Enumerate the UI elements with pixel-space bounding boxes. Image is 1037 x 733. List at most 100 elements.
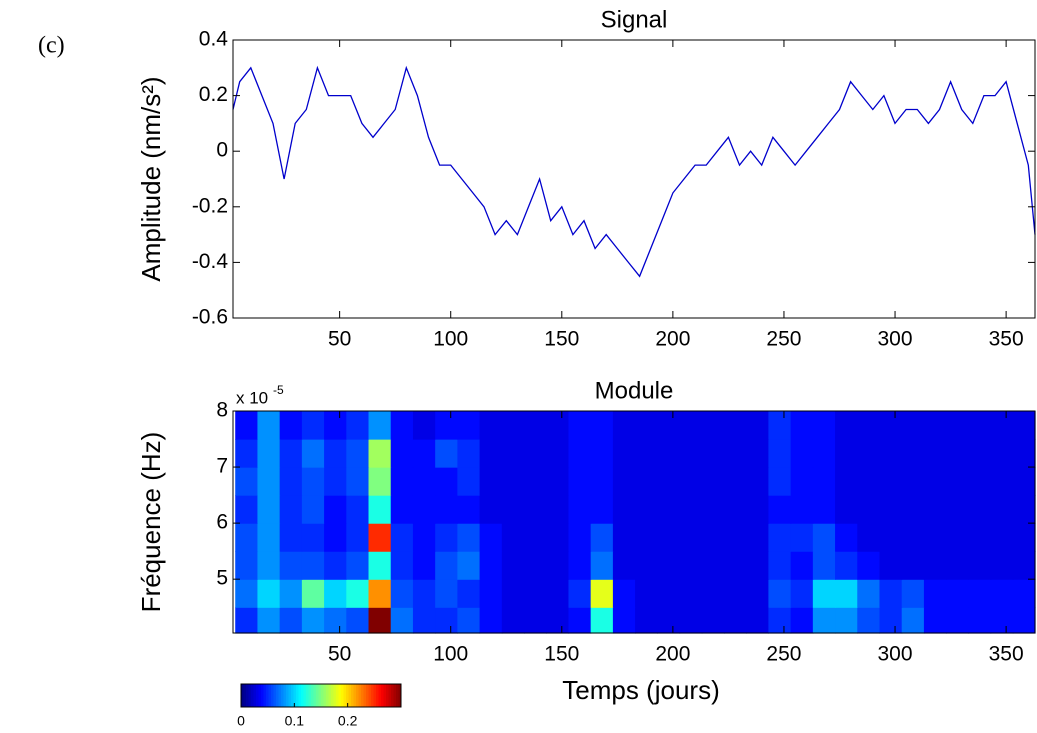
y-axis-label: Amplitude (nm/s²) <box>136 76 166 281</box>
heatmap-cell <box>879 411 903 440</box>
heatmap-cell <box>679 439 703 468</box>
colorbar-swatch <box>251 684 254 707</box>
heatmap-cell <box>479 467 503 496</box>
heatmap-cell <box>257 439 281 468</box>
heatmap-cell <box>324 579 347 608</box>
colorbar-swatch <box>373 684 377 707</box>
heatmap-cell <box>457 551 481 580</box>
heatmap-cell <box>990 607 1014 634</box>
heatmap-cell <box>235 467 259 496</box>
heatmap-cell <box>324 439 347 468</box>
colorbar-swatch <box>328 684 332 707</box>
heatmap-cell <box>301 467 325 496</box>
heatmap-cell <box>857 495 881 524</box>
heatmap-cell <box>279 579 303 608</box>
heatmap-cell <box>746 467 770 496</box>
x-tick-label: 300 <box>878 328 913 351</box>
colorbar-swatch <box>253 684 257 707</box>
heatmap-cell <box>768 551 792 580</box>
heatmap-cell <box>879 467 903 496</box>
heatmap-cell <box>301 579 325 608</box>
heatmap-cell <box>857 579 881 608</box>
heatmap-cell <box>923 579 947 608</box>
heatmap-cell <box>857 523 881 552</box>
heatmap-cell <box>879 523 903 552</box>
heatmap-cell <box>590 551 614 580</box>
heatmap-cell <box>524 551 547 580</box>
heatmap-cell <box>368 579 392 608</box>
x-tick-label: 200 <box>655 328 690 351</box>
colorbar-swatch <box>288 684 292 707</box>
colorbar-swatch <box>278 684 282 707</box>
colorbar-swatch <box>313 684 317 707</box>
heatmap-cell <box>568 411 592 440</box>
heatmap-cell <box>390 607 414 634</box>
heatmap-cell <box>279 439 303 468</box>
heatmap-cell <box>346 607 370 634</box>
colorbar-tick-label: 0.2 <box>338 713 358 729</box>
heatmap-cell <box>346 439 370 468</box>
colorbar-swatch <box>393 684 397 707</box>
heatmap-cell <box>790 439 814 468</box>
heatmap-cell <box>990 467 1014 496</box>
heatmap-cell <box>257 495 281 524</box>
heatmap-cell <box>968 439 992 468</box>
heatmap-cell <box>701 411 725 440</box>
heatmap-cell <box>412 495 436 524</box>
colorbar-swatch <box>396 684 399 707</box>
heatmap-cell <box>524 607 547 634</box>
heatmap-cell <box>279 607 303 634</box>
heatmap-cell <box>568 495 592 524</box>
heatmap-cell <box>412 607 436 634</box>
heatmap-cell <box>390 439 414 468</box>
heatmap-cell <box>901 467 925 496</box>
y-tick-label: 8 <box>216 399 228 422</box>
heatmap-cell <box>635 439 658 468</box>
colorbar-swatch <box>341 684 344 707</box>
heatmap-cell <box>901 607 925 634</box>
heatmap-cell <box>368 607 392 634</box>
heatmap-cell <box>301 607 325 634</box>
heatmap-cell <box>324 607 347 634</box>
heatmap-cell <box>524 579 547 608</box>
heatmap-cell <box>390 551 414 580</box>
heatmap-cell <box>435 439 458 468</box>
heatmap-cell <box>612 551 636 580</box>
heatmap-cell <box>435 607 458 634</box>
panel-label: (c) <box>38 33 65 59</box>
heatmap-cell <box>546 495 570 524</box>
heatmap-cell <box>790 495 814 524</box>
heatmap-cell <box>612 523 636 552</box>
heatmap-cell <box>657 607 681 634</box>
heatmap-cell <box>857 467 881 496</box>
heatmap-cell <box>346 523 370 552</box>
y-tick-label: -0.6 <box>192 306 228 329</box>
heatmap-cell <box>524 523 547 552</box>
heatmap-cell <box>479 495 503 524</box>
heatmap-cell <box>279 495 303 524</box>
heatmap-cell <box>701 579 725 608</box>
colorbar-swatch <box>366 684 369 707</box>
heatmap-cell <box>812 579 836 608</box>
x-tick-label: 50 <box>328 328 351 351</box>
heatmap-cell <box>701 467 725 496</box>
heatmap-cell <box>679 551 703 580</box>
heatmap-cell <box>479 411 503 440</box>
heatmap-cell <box>235 439 259 468</box>
colorbar-swatch <box>336 684 339 707</box>
heatmap-cell <box>768 495 792 524</box>
heatmap-cell <box>635 551 658 580</box>
colorbar-swatch <box>276 684 279 707</box>
colorbar-swatch <box>331 684 334 707</box>
heatmap-cell <box>368 551 392 580</box>
heatmap-cell <box>657 579 681 608</box>
heatmap-cell <box>923 551 947 580</box>
x-tick-label: 100 <box>433 643 468 666</box>
heatmap-cell <box>923 607 947 634</box>
colorbar-swatch <box>346 684 349 707</box>
heatmap-cell <box>812 411 836 440</box>
heatmap-cell <box>923 411 947 440</box>
y-tick-label: -0.2 <box>192 194 228 217</box>
heatmap-cell <box>546 467 570 496</box>
heatmap-cell <box>568 523 592 552</box>
